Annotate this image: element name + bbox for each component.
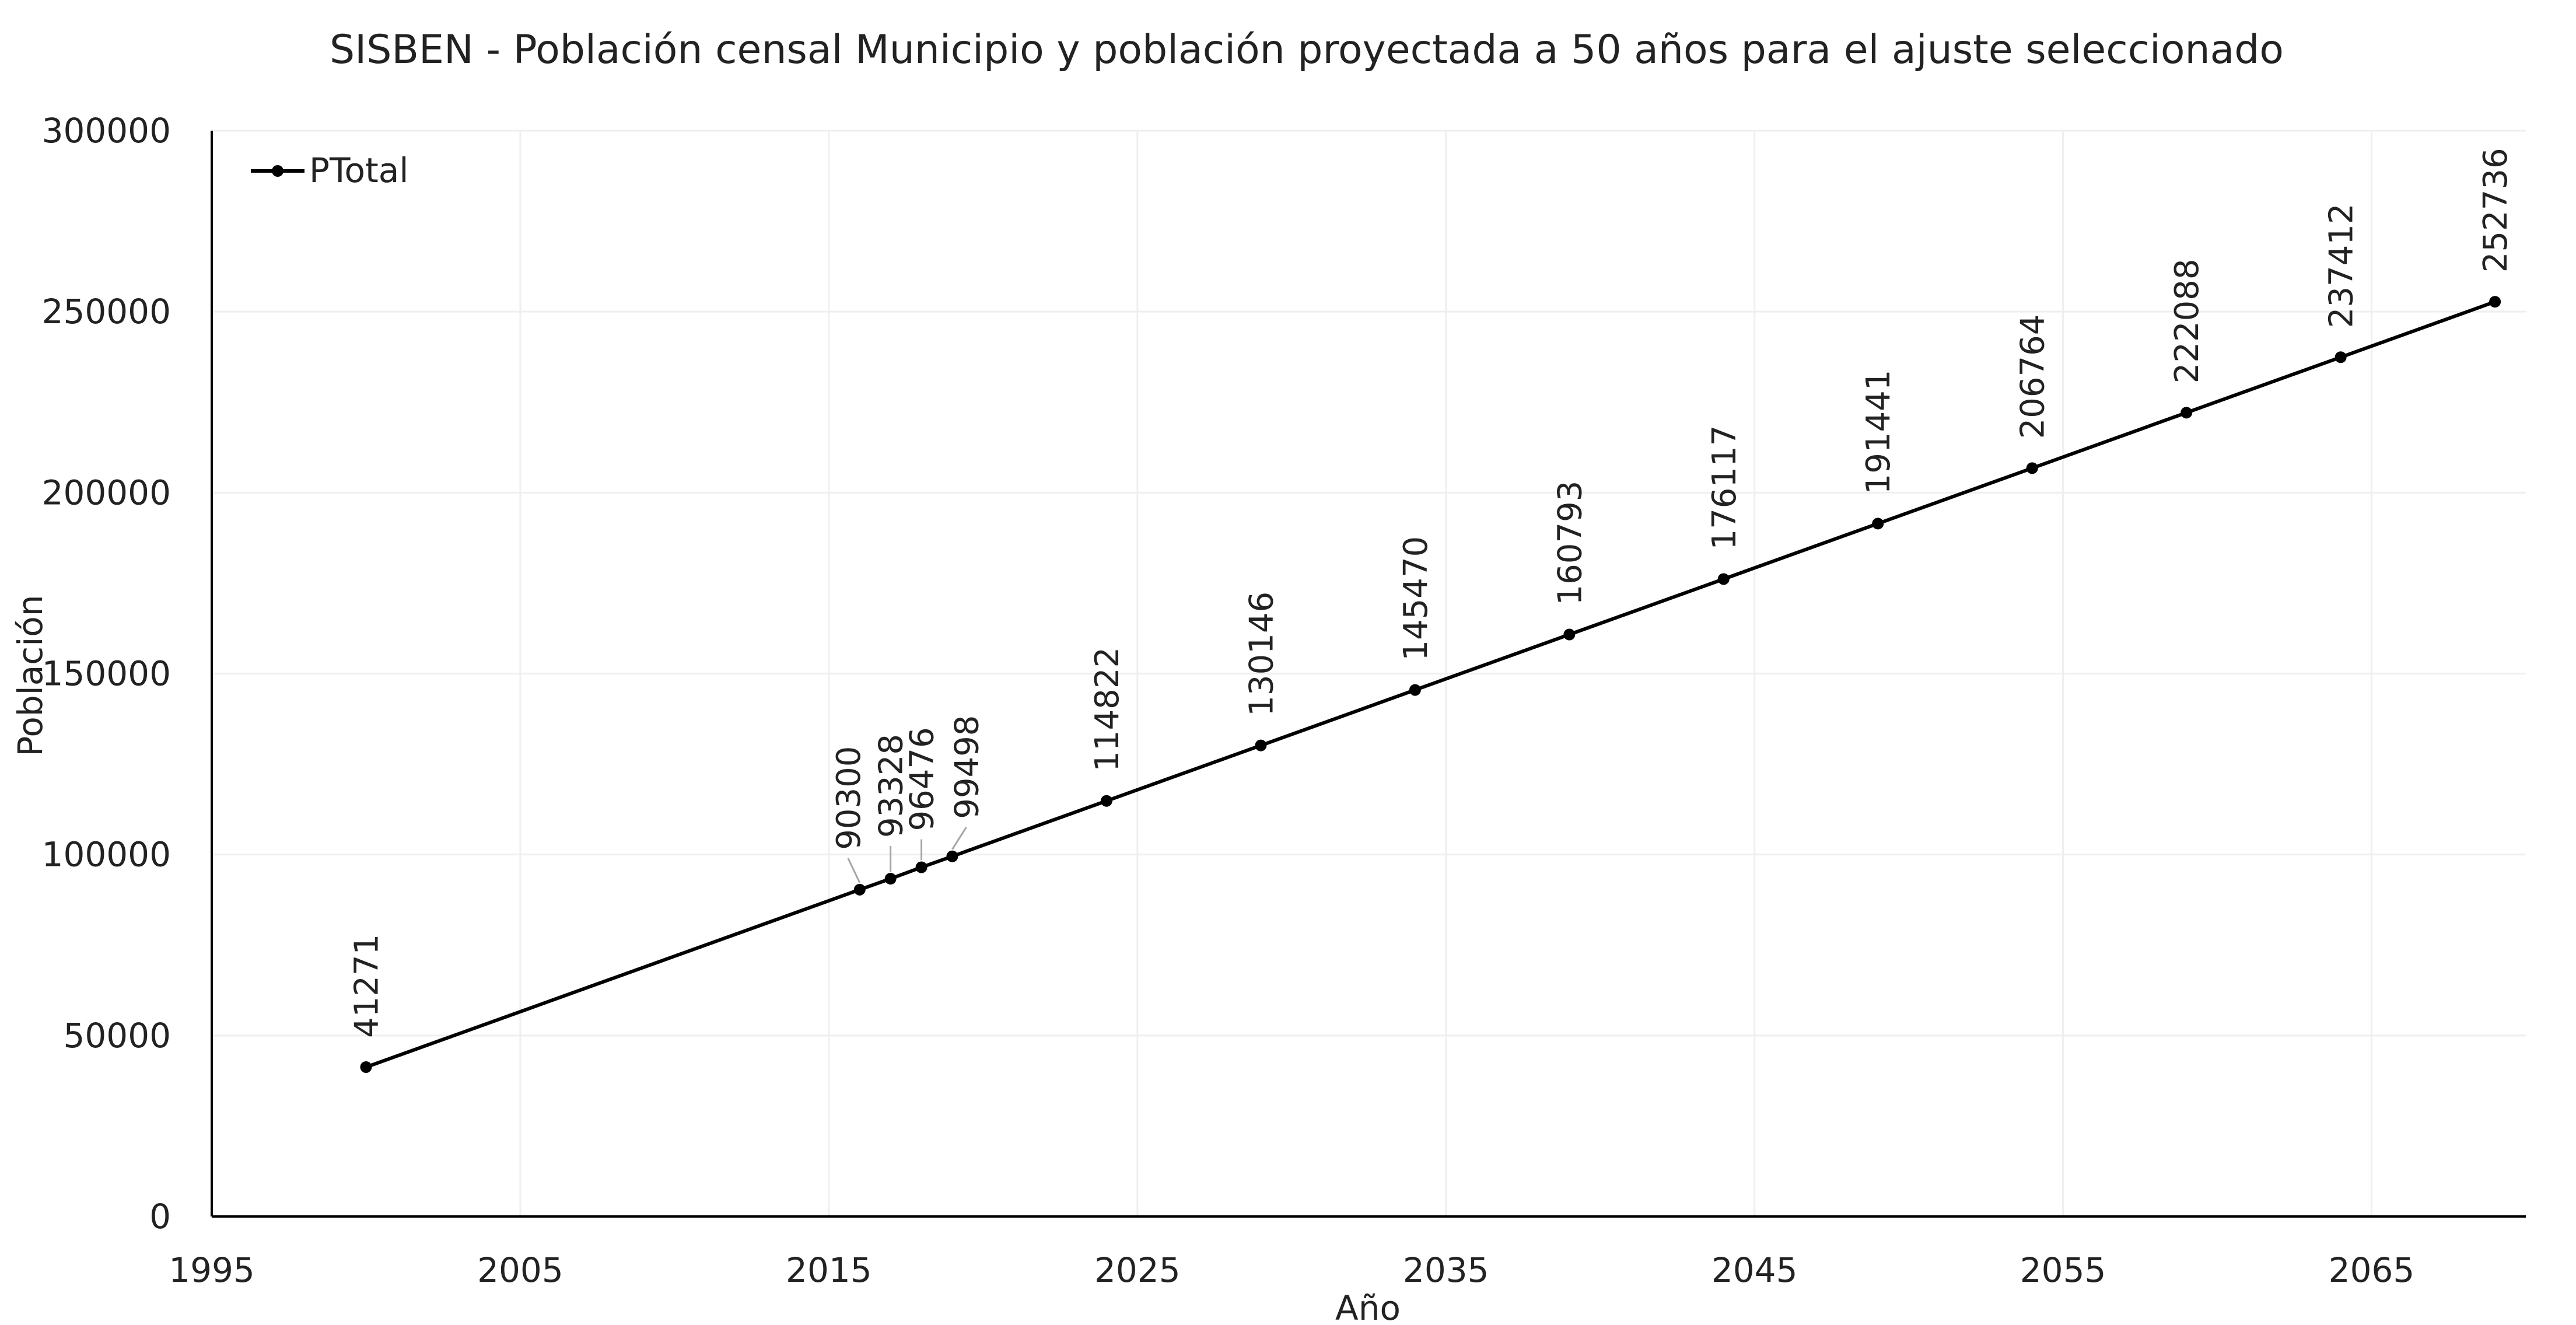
y-tick-label: 250000 bbox=[42, 292, 171, 331]
chart-title: SISBEN - Población censal Municipio y po… bbox=[330, 27, 2284, 73]
series-line-ptotal bbox=[365, 300, 2496, 1069]
x-tick-label: 2005 bbox=[477, 1250, 564, 1290]
data-label: 252736 bbox=[2477, 148, 2515, 272]
data-label: 114822 bbox=[1088, 647, 1126, 772]
x-tick-label: 2065 bbox=[2329, 1250, 2415, 1290]
tick-labels: 0 50000 100000 150000 200000 250000 300000 1995… bbox=[42, 111, 2415, 1290]
data-point bbox=[1255, 739, 1267, 751]
data-label: 237412 bbox=[2323, 204, 2361, 328]
y-tick-label: 200000 bbox=[42, 473, 171, 512]
data-point bbox=[360, 1061, 372, 1073]
data-point bbox=[2334, 351, 2347, 363]
axes bbox=[211, 131, 2526, 1218]
grid-lines bbox=[212, 130, 2526, 1216]
y-tick-label: 0 bbox=[149, 1197, 171, 1236]
data-label: 130146 bbox=[1242, 592, 1280, 716]
data-point bbox=[2026, 462, 2038, 474]
x-axis-title: Año bbox=[1335, 1288, 1401, 1325]
data-point bbox=[2489, 296, 2501, 308]
legend-label-ptotal: PTotal bbox=[309, 151, 408, 190]
data-label: 191441 bbox=[1860, 370, 1898, 495]
y-tick-label: 100000 bbox=[42, 835, 171, 875]
data-label: 145470 bbox=[1397, 536, 1435, 661]
x-tick-label: 2045 bbox=[1712, 1250, 1798, 1290]
x-tick-label: 2025 bbox=[1094, 1250, 1181, 1290]
data-point bbox=[1872, 518, 1884, 530]
data-point bbox=[1717, 573, 1730, 585]
data-point bbox=[1409, 684, 1421, 696]
series-layer bbox=[360, 296, 2501, 1073]
data-label: 206764 bbox=[2014, 314, 2052, 439]
x-tick-label: 2035 bbox=[1403, 1250, 1489, 1290]
legend-marker-swatch bbox=[272, 165, 284, 177]
x-tick-label: 2055 bbox=[2020, 1250, 2106, 1290]
data-label: 41271 bbox=[348, 934, 386, 1038]
data-label-leader bbox=[847, 858, 861, 883]
data-point bbox=[1563, 628, 1576, 641]
y-axis-title: Población bbox=[10, 595, 50, 756]
data-point bbox=[884, 873, 897, 885]
data-label: 176117 bbox=[1706, 425, 1744, 550]
legend: PTotal bbox=[251, 151, 408, 190]
y-tick-label: 150000 bbox=[42, 654, 171, 694]
data-label: 96476 bbox=[904, 727, 942, 831]
data-label-leader bbox=[951, 826, 967, 850]
data-point bbox=[1100, 795, 1112, 807]
y-tick-label: 50000 bbox=[63, 1016, 171, 1055]
data-label: 90300 bbox=[830, 746, 868, 850]
x-tick-label: 1995 bbox=[169, 1250, 255, 1290]
data-label: 93328 bbox=[873, 734, 911, 838]
data-point bbox=[915, 861, 928, 873]
data-point bbox=[853, 883, 866, 896]
data-label: 99498 bbox=[948, 715, 986, 819]
x-tick-label: 2015 bbox=[786, 1250, 872, 1290]
data-label: 160793 bbox=[1551, 481, 1589, 606]
data-label: 222088 bbox=[2168, 259, 2206, 384]
data-point bbox=[946, 850, 958, 862]
data-point bbox=[2180, 407, 2193, 419]
y-tick-label: 300000 bbox=[42, 111, 171, 151]
